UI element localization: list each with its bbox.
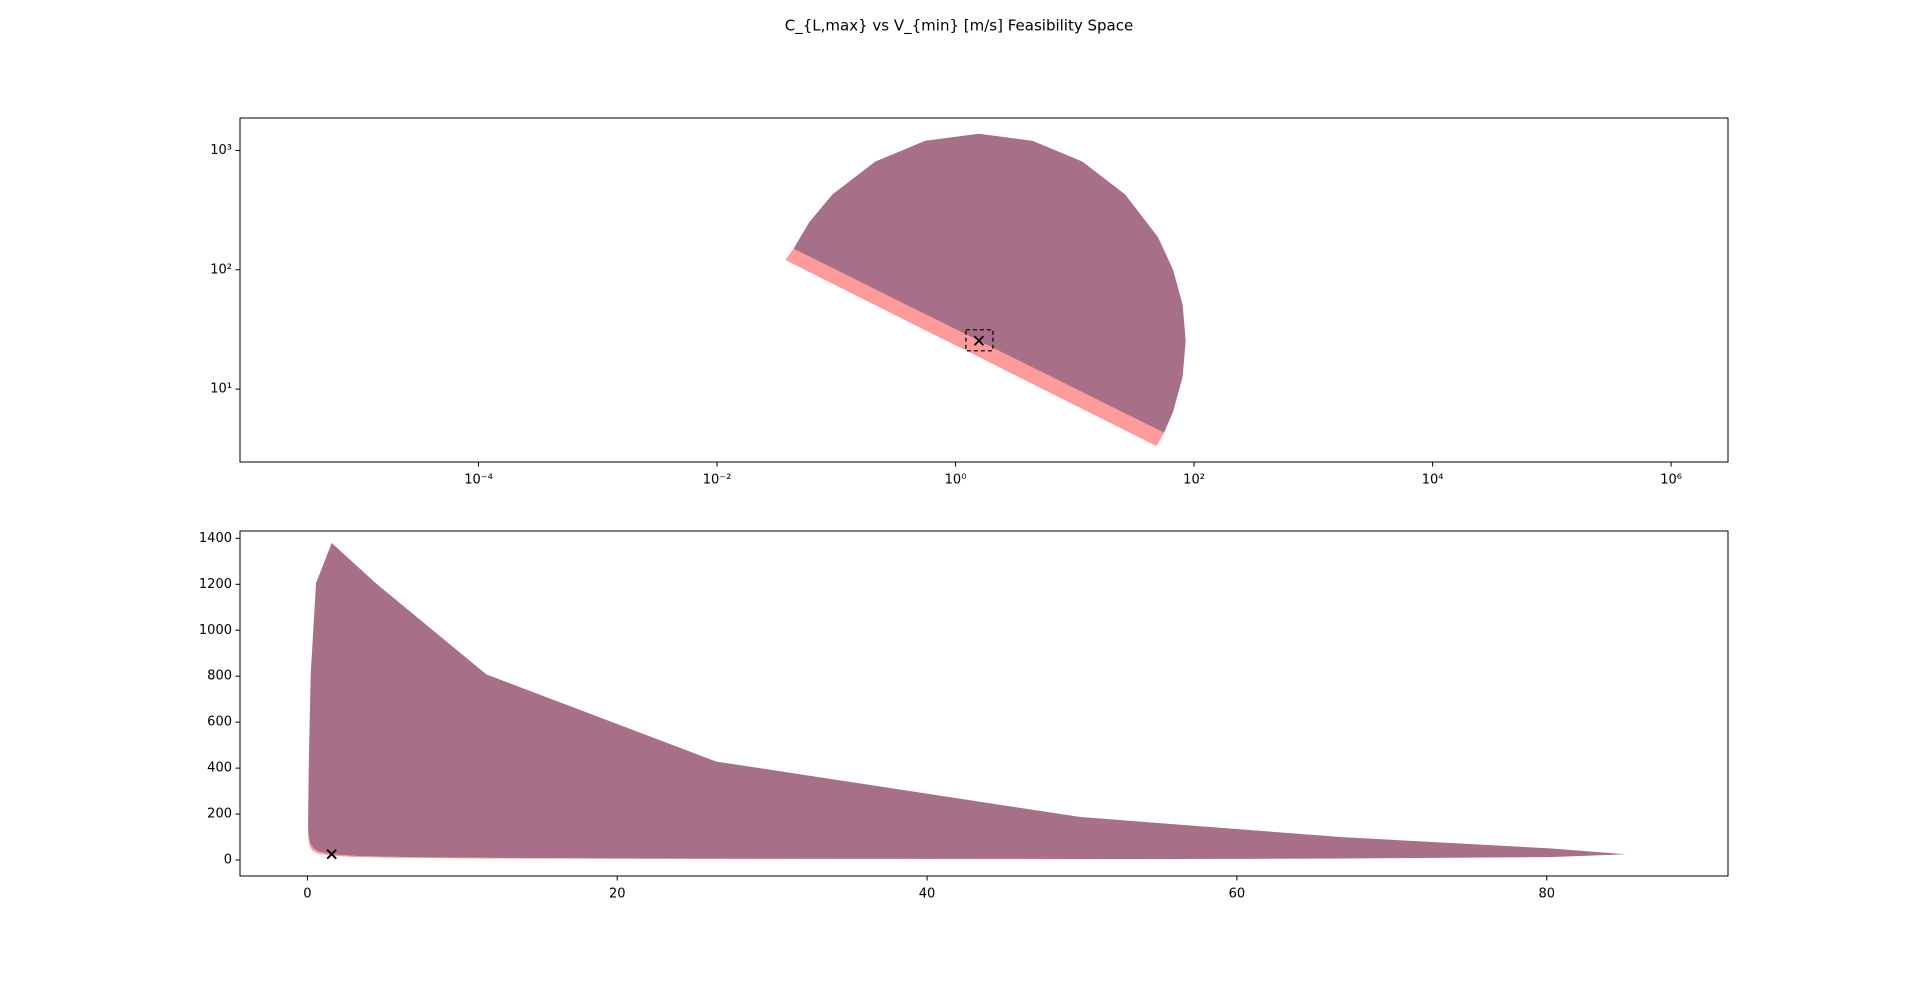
y-tick-label: 200: [207, 807, 232, 822]
y-tick-label: 10³: [210, 143, 232, 158]
y-tick-label: 1000: [199, 623, 232, 638]
axes-frame: [239, 530, 1729, 877]
x-tick-label: 10⁻²: [703, 473, 732, 488]
x-tick-label: 60: [1229, 887, 1246, 902]
y-tick-label: 1200: [199, 577, 232, 592]
y-tick-label: 10²: [210, 262, 232, 277]
x-tick-label: 10⁶: [1660, 473, 1682, 488]
region: [793, 133, 1186, 433]
figure-title: C_{L,max} vs V_{min} [m/s] Feasibility S…: [785, 17, 1133, 36]
region: [785, 248, 1165, 447]
x-tick-label: 40: [919, 887, 936, 902]
plot-area: [785, 133, 1186, 447]
region: [308, 542, 1626, 860]
x-tick-label: 0: [303, 887, 311, 902]
highlight-box: [965, 329, 994, 352]
axes-1: [307, 542, 1626, 860]
plot-area: [307, 542, 1626, 860]
y-tick-label: 10¹: [210, 382, 232, 397]
x-tick-label: 10⁰: [945, 473, 967, 488]
y-tick-label: 0: [224, 853, 232, 868]
y-tick-label: 1400: [199, 531, 232, 546]
y-tick-label: 600: [207, 715, 232, 730]
marker: [326, 849, 337, 860]
axes-frame: [239, 117, 1729, 463]
x-tick-label: 10⁻⁴: [464, 473, 493, 488]
marker: [973, 335, 985, 346]
x-tick-label: 10²: [1183, 473, 1205, 488]
x-tick-label: 20: [609, 887, 626, 902]
x-tick-label: 10⁴: [1422, 473, 1444, 488]
y-tick-label: 800: [207, 669, 232, 684]
y-tick-label: 400: [207, 761, 232, 776]
x-tick-label: 80: [1538, 887, 1555, 902]
axes-0: [785, 133, 1186, 447]
